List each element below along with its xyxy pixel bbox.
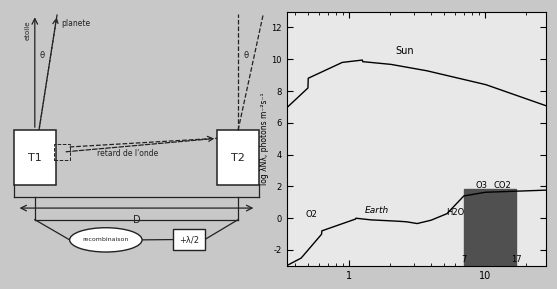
Text: Sun: Sun <box>395 47 414 56</box>
Text: recombinaison: recombinaison <box>82 237 129 242</box>
Text: D: D <box>133 215 140 225</box>
Text: +λ/2: +λ/2 <box>179 235 199 244</box>
Text: etoile: etoile <box>25 20 31 40</box>
Text: T2: T2 <box>231 153 245 162</box>
Text: T1: T1 <box>28 153 42 162</box>
Text: O3: O3 <box>475 181 487 190</box>
Bar <box>55 144 70 160</box>
Polygon shape <box>464 189 516 266</box>
Text: Earth: Earth <box>364 206 389 215</box>
Ellipse shape <box>70 228 142 252</box>
Bar <box>173 229 205 250</box>
Text: 17: 17 <box>511 255 522 264</box>
Text: H2O: H2O <box>446 208 465 217</box>
Text: planete: planete <box>61 19 90 28</box>
Text: θ: θ <box>244 51 249 60</box>
Text: 7: 7 <box>461 255 467 264</box>
Bar <box>14 130 56 185</box>
Bar <box>217 130 259 185</box>
Y-axis label: log λNλ, photons m⁻²s⁻¹: log λNλ, photons m⁻²s⁻¹ <box>260 92 268 185</box>
Text: CO2: CO2 <box>494 181 511 190</box>
Text: O2: O2 <box>306 210 317 219</box>
Text: retard de l'onde: retard de l'onde <box>97 149 159 158</box>
Text: θ: θ <box>40 51 45 60</box>
